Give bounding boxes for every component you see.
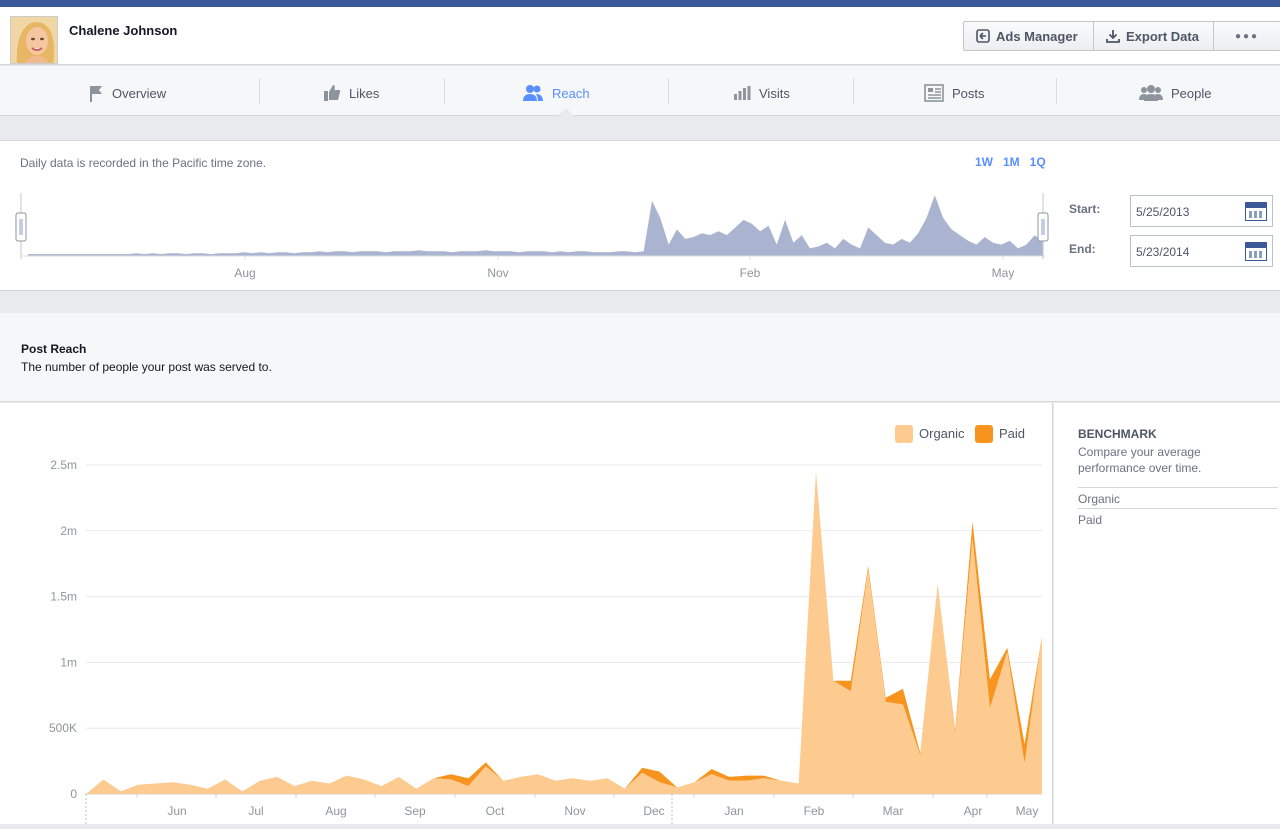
benchmark-description: Compare your average performance over ti… [1078, 445, 1202, 475]
post-reach-header: Post Reach The number of people your pos… [0, 313, 1280, 402]
section-title: Post Reach [21, 342, 87, 356]
avatar[interactable] [10, 16, 58, 64]
date-range-panel: Daily data is recorded in the Pacific ti… [0, 140, 1280, 291]
x-tick-label: Apr [964, 804, 983, 818]
tab-posts-label: Posts [952, 85, 985, 101]
y-tick-label: 500K [49, 721, 77, 735]
x-tick-label: Sep [404, 804, 426, 818]
avatar-image [11, 17, 57, 63]
active-tab-indicator [558, 108, 574, 116]
x-tick-label: Oct [486, 804, 505, 818]
start-date-input[interactable]: 5/25/2013 [1130, 195, 1273, 227]
tab-people[interactable]: People [1139, 78, 1211, 108]
page-header: Chalene Johnson Ads Manager Export Data … [0, 7, 1280, 65]
divider [1078, 487, 1278, 488]
range-1m-button[interactable]: 1M [1003, 155, 1020, 169]
tab-reach[interactable]: Reach [522, 78, 590, 108]
range-start-handle[interactable] [15, 193, 27, 259]
section-subtitle: The number of people your post was serve… [21, 360, 272, 374]
divider [1078, 508, 1278, 509]
bar-chart-icon [734, 86, 751, 100]
x-tick-label: Mar [883, 804, 904, 818]
tab-overview-label: Overview [112, 85, 167, 101]
tab-divider [853, 78, 854, 104]
y-tick-label: 0 [70, 787, 77, 801]
export-data-label: Export Data [1126, 28, 1199, 44]
post-reach-chart-panel: 0 500K 1m 1.5m 2m 2.5m Jun Jul Aug Sep Oct Nov Dec J… [0, 403, 1053, 824]
range-end-handle[interactable] [1037, 193, 1049, 259]
legend-label-paid[interactable]: Paid [999, 426, 1025, 441]
tab-likes[interactable]: Likes [323, 78, 379, 108]
posts-icon [924, 84, 944, 102]
benchmark-item-organic[interactable]: Organic [1078, 492, 1121, 506]
calendar-icon[interactable] [1245, 202, 1267, 221]
start-date-value: 5/25/2013 [1136, 205, 1190, 219]
page-title[interactable]: Chalene Johnson [69, 23, 178, 38]
tab-divider [668, 78, 669, 104]
y-tick-label: 2m [60, 524, 77, 538]
ads-manager-icon [976, 29, 990, 43]
people-icon [523, 85, 543, 101]
tab-reach-label: Reach [552, 85, 590, 101]
tab-divider [444, 78, 445, 104]
benchmark-item-paid[interactable]: Paid [1078, 513, 1103, 527]
legend-label-organic[interactable]: Organic [919, 426, 965, 441]
x-tick-label: Jun [167, 804, 186, 818]
end-date-label: End: [1069, 242, 1096, 256]
tab-divider [259, 78, 260, 104]
insights-tab-bar: Overview Likes Reach Visits [0, 66, 1280, 116]
x-tick-label: Feb [804, 804, 825, 818]
x-tick-label: Jul [248, 804, 263, 818]
tab-divider [1056, 78, 1057, 104]
top-bar [0, 0, 1280, 7]
overview-month-label: Aug [234, 266, 255, 280]
range-buttons: 1W 1M 1Q [975, 155, 1046, 169]
thumbs-up-icon [324, 85, 341, 101]
overview-area [28, 195, 1043, 256]
ads-manager-button[interactable]: Ads Manager [964, 22, 1094, 50]
overview-month-label: Feb [740, 266, 761, 280]
legend-swatch-paid[interactable] [975, 425, 993, 443]
tab-people-label: People [1171, 85, 1212, 101]
tab-visits-label: Visits [759, 85, 790, 101]
flag-icon [90, 86, 102, 102]
tab-posts[interactable]: Posts [924, 78, 985, 108]
header-button-group: Ads Manager Export Data ●●● [963, 21, 1280, 51]
legend-swatch-organic[interactable] [895, 425, 913, 443]
more-options-button[interactable]: ●●● [1214, 22, 1280, 50]
range-1q-button[interactable]: 1Q [1029, 155, 1046, 169]
ads-manager-label: Ads Manager [996, 28, 1078, 44]
end-date-input[interactable]: 5/23/2014 [1130, 235, 1273, 267]
post-reach-chart[interactable]: 0 500K 1m 1.5m 2m 2.5m Jun Jul Aug Sep Oct Nov Dec J… [0, 403, 1052, 824]
tab-likes-label: Likes [349, 85, 380, 101]
start-date-label: Start: [1069, 202, 1101, 216]
tab-overview[interactable]: Overview [88, 78, 166, 108]
timezone-note: Daily data is recorded in the Pacific ti… [20, 156, 267, 170]
organic-area[interactable] [86, 471, 1042, 794]
download-icon [1106, 30, 1120, 43]
calendar-icon[interactable] [1245, 242, 1267, 261]
y-tick-label: 1.5m [50, 590, 77, 604]
x-tick-label: Aug [325, 804, 346, 818]
benchmark-title: BENCHMARK [1078, 427, 1157, 441]
y-tick-label: 1m [60, 655, 77, 669]
range-1w-button[interactable]: 1W [975, 155, 993, 169]
x-tick-label: Dec [643, 804, 664, 818]
overview-month-label: Nov [487, 266, 508, 280]
overview-month-label: May [992, 266, 1015, 280]
x-tick-label: Jan [724, 804, 743, 818]
tab-visits[interactable]: Visits [733, 78, 790, 108]
y-tick-label: 2.5m [50, 458, 77, 472]
chart-legend: Organic Paid [895, 425, 1025, 443]
more-dots-icon: ●●● [1234, 30, 1260, 42]
x-tick-label: Nov [564, 804, 585, 818]
benchmark-panel: BENCHMARK Compare your average performan… [1054, 403, 1280, 824]
overview-timeline-chart[interactable]: Aug Nov Feb May [0, 141, 1050, 291]
group-icon [1139, 85, 1163, 101]
x-tick-label: May [1016, 804, 1039, 818]
end-date-value: 5/23/2014 [1136, 245, 1190, 259]
export-data-button[interactable]: Export Data [1094, 22, 1214, 50]
